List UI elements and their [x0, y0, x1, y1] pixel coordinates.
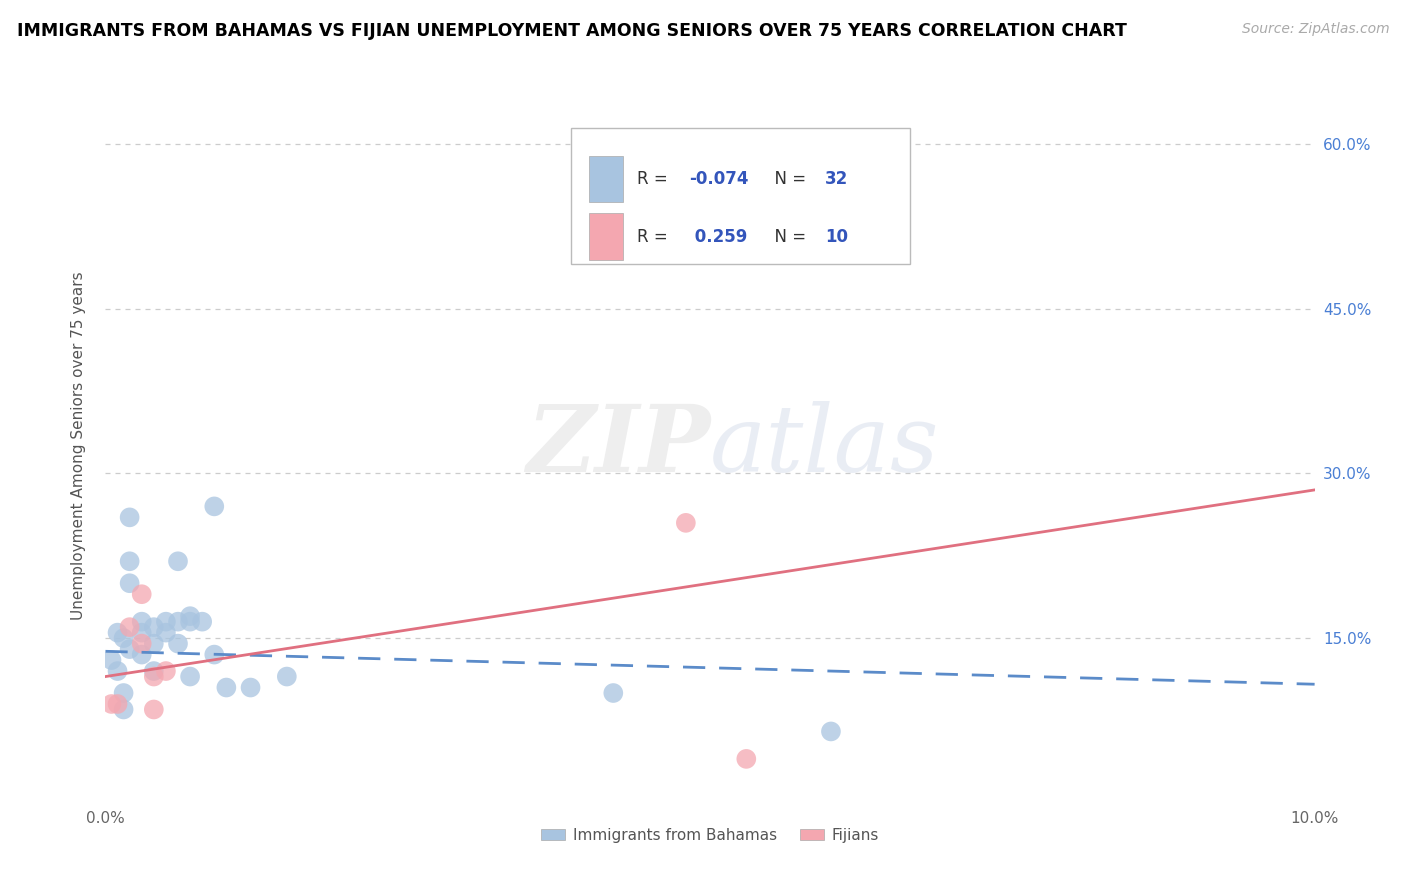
FancyBboxPatch shape — [589, 155, 623, 202]
Point — [820, 724, 842, 739]
Y-axis label: Unemployment Among Seniors over 75 years: Unemployment Among Seniors over 75 years — [72, 272, 86, 620]
Point — [191, 615, 214, 629]
Point — [602, 686, 624, 700]
Point — [107, 697, 129, 711]
Point — [131, 625, 153, 640]
Point — [142, 669, 165, 683]
Point — [118, 620, 141, 634]
Text: N =: N = — [765, 169, 811, 187]
Point — [179, 609, 201, 624]
Point — [131, 615, 153, 629]
Point — [167, 615, 190, 629]
Point — [167, 554, 190, 568]
Point — [735, 752, 758, 766]
Text: R =: R = — [637, 169, 673, 187]
Text: R =: R = — [637, 227, 673, 245]
Point — [118, 510, 141, 524]
Legend: Immigrants from Bahamas, Fijians: Immigrants from Bahamas, Fijians — [534, 822, 886, 848]
Point — [155, 615, 177, 629]
Point — [118, 554, 141, 568]
Point — [155, 625, 177, 640]
Point — [131, 648, 153, 662]
Text: Source: ZipAtlas.com: Source: ZipAtlas.com — [1241, 22, 1389, 37]
Point — [142, 664, 165, 678]
Text: N =: N = — [765, 227, 811, 245]
Text: IMMIGRANTS FROM BAHAMAS VS FIJIAN UNEMPLOYMENT AMONG SENIORS OVER 75 YEARS CORRE: IMMIGRANTS FROM BAHAMAS VS FIJIAN UNEMPL… — [17, 22, 1126, 40]
Point — [131, 587, 153, 601]
FancyBboxPatch shape — [571, 128, 910, 264]
Point — [100, 653, 122, 667]
FancyBboxPatch shape — [589, 213, 623, 260]
Text: 10: 10 — [825, 227, 848, 245]
Point — [276, 669, 298, 683]
Point — [179, 615, 201, 629]
Point — [112, 686, 135, 700]
Point — [675, 516, 697, 530]
Text: -0.074: -0.074 — [689, 169, 749, 187]
Point — [167, 637, 190, 651]
Point — [107, 625, 129, 640]
Point — [142, 620, 165, 634]
Point — [202, 648, 225, 662]
Point — [112, 631, 135, 645]
Point — [202, 500, 225, 514]
Point — [131, 637, 153, 651]
Point — [107, 664, 129, 678]
Point — [239, 681, 262, 695]
Point — [142, 702, 165, 716]
Point — [112, 702, 135, 716]
Text: 0.259: 0.259 — [689, 227, 748, 245]
Text: atlas: atlas — [710, 401, 939, 491]
Point — [100, 697, 122, 711]
Point — [155, 664, 177, 678]
Point — [118, 642, 141, 657]
Text: ZIP: ZIP — [526, 401, 710, 491]
Point — [215, 681, 238, 695]
Text: 32: 32 — [825, 169, 848, 187]
Point — [142, 637, 165, 651]
Point — [118, 576, 141, 591]
Point — [179, 669, 201, 683]
